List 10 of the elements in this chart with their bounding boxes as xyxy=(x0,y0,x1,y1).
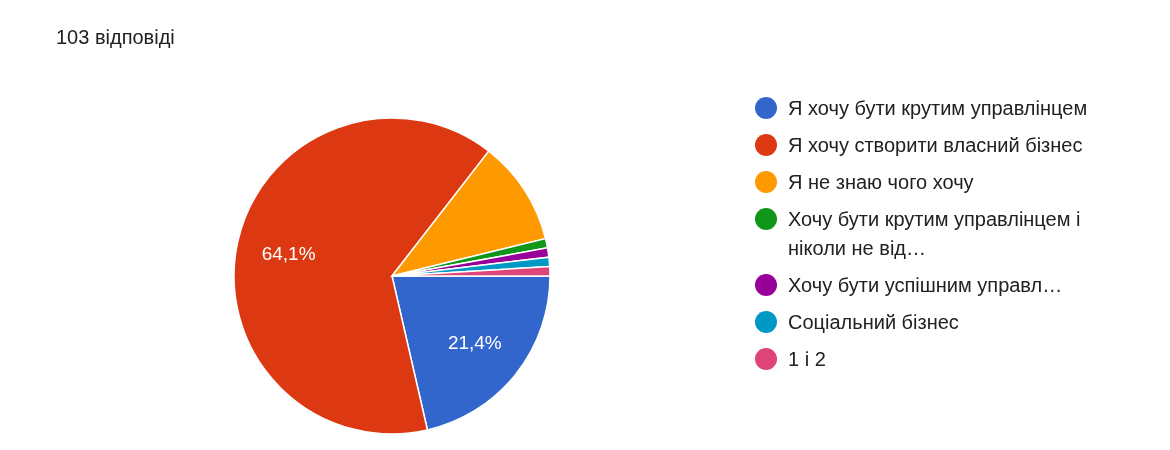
legend-label: Соціальний бізнес xyxy=(788,311,959,333)
legend-label: Я не знаю чого хочу xyxy=(788,171,974,193)
data-label: 21,4% xyxy=(447,331,502,353)
chart-subtitle: 103 відповіді xyxy=(56,26,175,48)
legend-label: Хочу бути успішним управл… xyxy=(788,274,1063,296)
data-label: 64,1% xyxy=(261,242,316,264)
legend-label: Я хочу створити власний бізнес xyxy=(788,134,1083,156)
legend-label: Хочу бути крутим управлінцем і ніколи не від… xyxy=(788,208,1081,259)
legend-label: Я хочу бути крутим управлінцем xyxy=(788,97,1088,119)
legend-label: 1 і 2 xyxy=(788,348,826,370)
